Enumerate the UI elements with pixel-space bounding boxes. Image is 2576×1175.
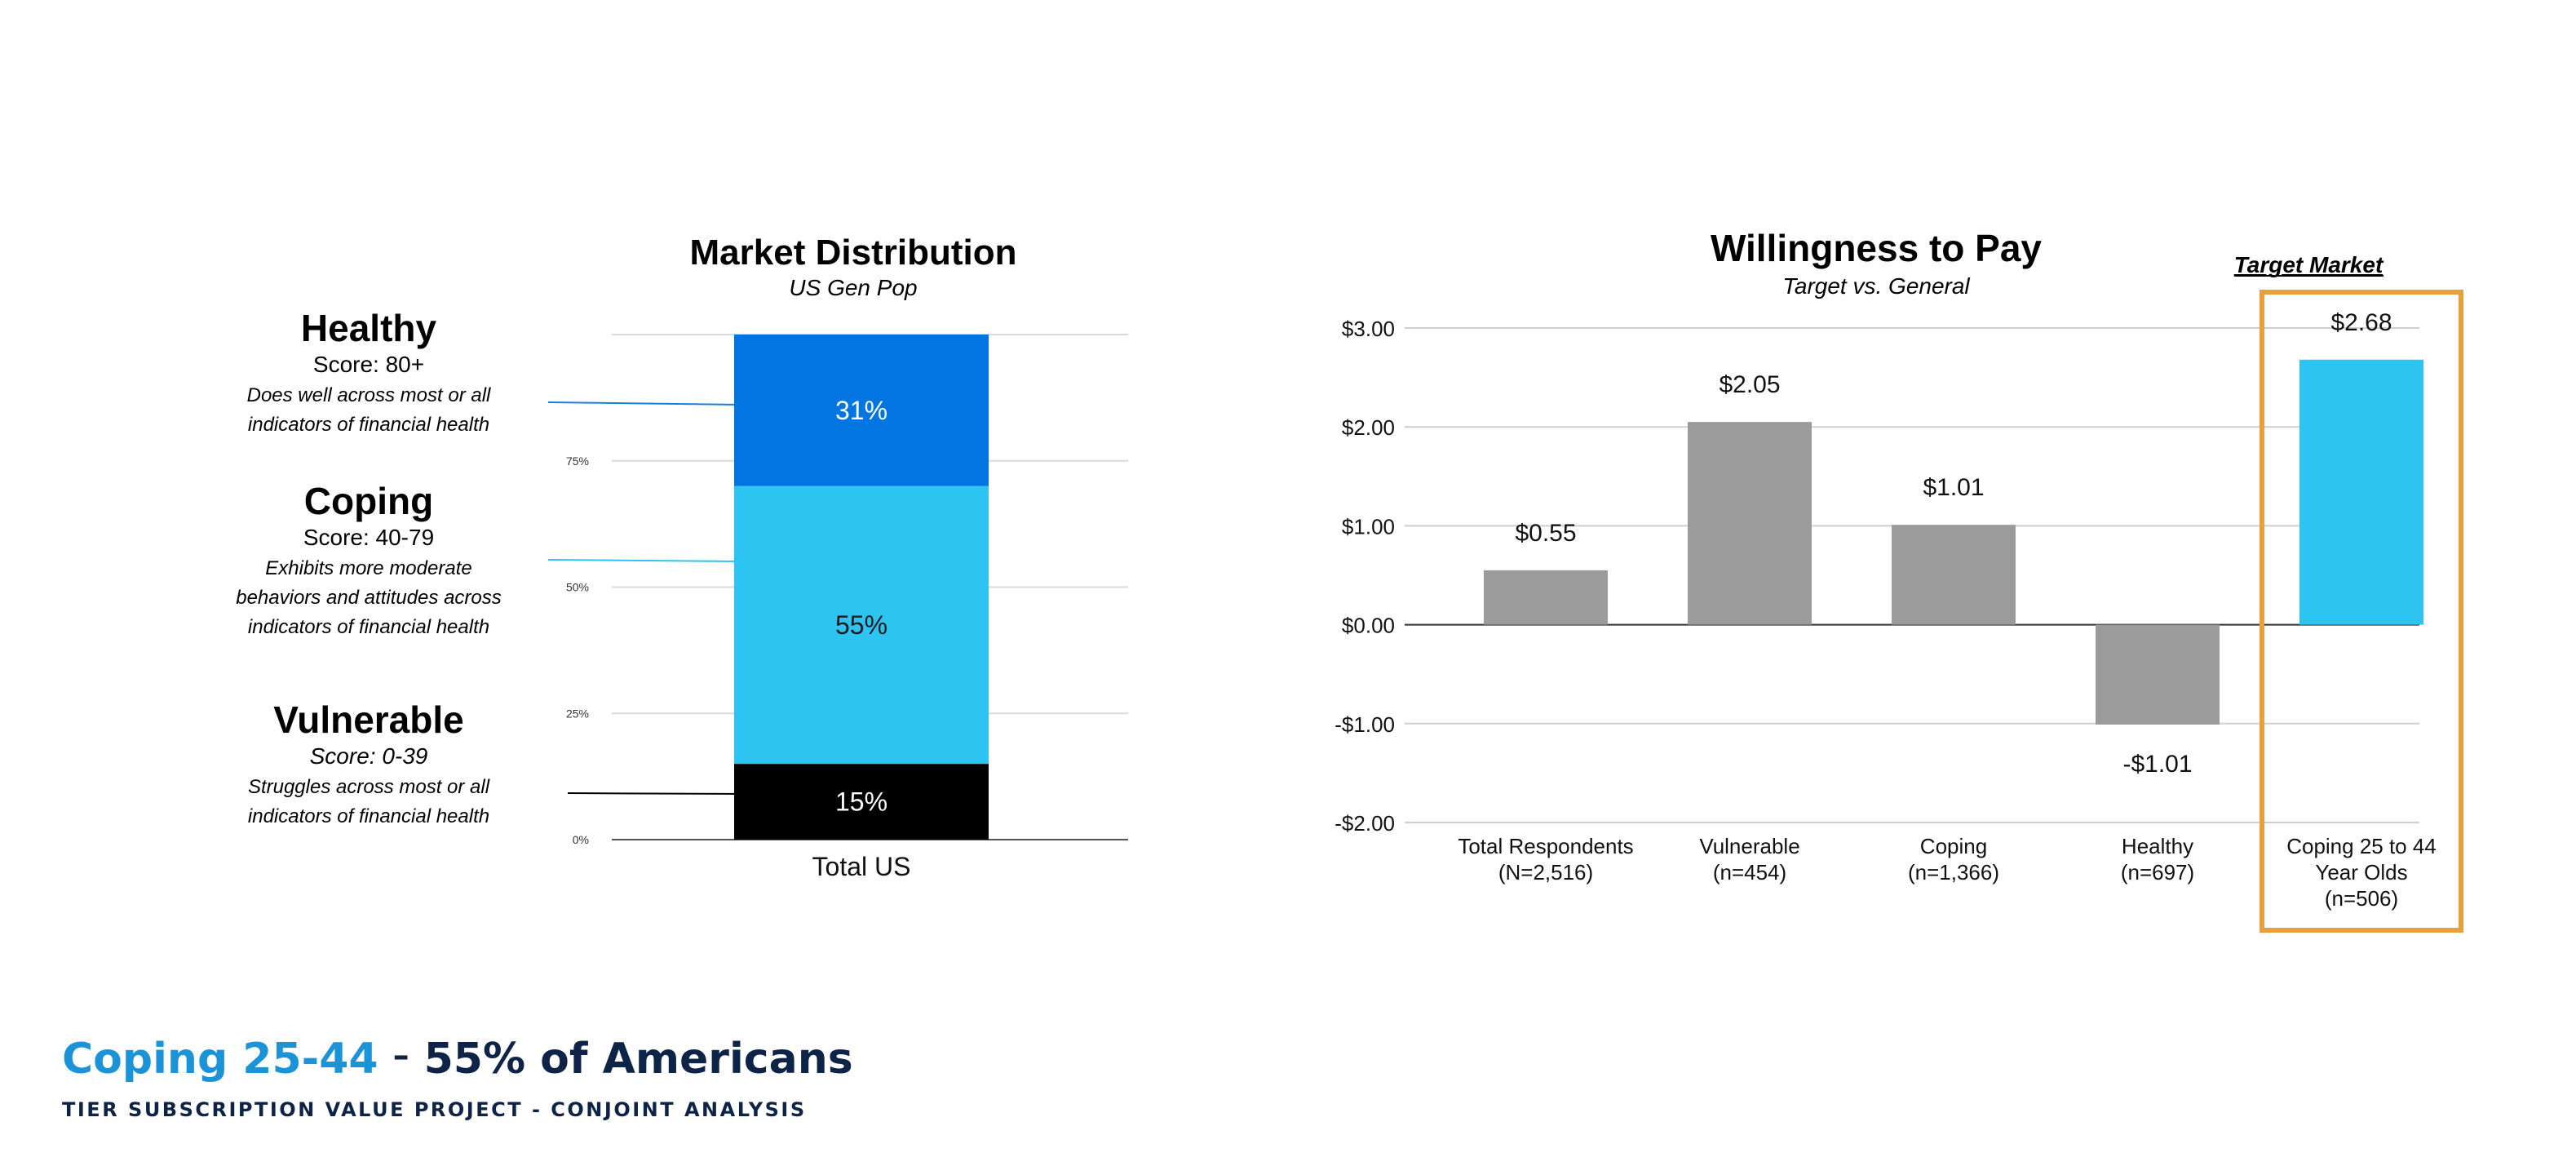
x-tick-label: Coping 25 to 44 <box>2286 834 2437 858</box>
willingness-to-pay-chart: -$2.00 -$1.00 $0.00 $1.00 $2.00 $3.00 $0.55 Tot… <box>1334 290 2463 933</box>
segment-vulnerable-description-line: Struggles across most or all <box>248 776 490 798</box>
footer-dash: – <box>392 1037 409 1075</box>
coping-connector-line <box>547 559 740 562</box>
bar <box>1892 525 2016 625</box>
market-distribution-subtitle: US Gen Pop <box>789 275 917 300</box>
y-tick-label: 25% <box>566 707 589 720</box>
x-tick-label: Year Olds <box>2315 860 2407 885</box>
data-label: $0.55 <box>1515 520 1576 547</box>
x-tick-label: (n=1,366) <box>1908 860 1999 885</box>
x-tick-label: Healthy <box>2122 834 2193 858</box>
stacked-bar-segment <box>734 486 989 765</box>
y-tick-label: -$2.00 <box>1334 811 1395 836</box>
y-tick-label: 75% <box>566 454 589 468</box>
x-tick-label: (n=697) <box>2121 860 2194 885</box>
data-label: $2.68 <box>2330 309 2392 336</box>
data-label: 55% <box>835 610 887 640</box>
y-tick-label: -$1.00 <box>1334 712 1395 737</box>
segment-healthy-score: Score: 80+ <box>313 352 424 377</box>
segment-healthy-title: Healthy <box>301 307 437 349</box>
data-label: $2.05 <box>1719 371 1780 398</box>
x-tick-label: (n=454) <box>1713 860 1786 885</box>
bar <box>2096 624 2220 725</box>
segment-descriptions: Healthy Score: 80+ Does well across most… <box>236 307 502 827</box>
y-tick-label: $2.00 <box>1342 415 1395 440</box>
segment-coping-score: Score: 40-79 <box>303 525 434 550</box>
x-tick-label: (n=506) <box>2325 886 2398 911</box>
segment-healthy-description-line: Does well across most or all <box>247 384 491 406</box>
healthy-connector-line <box>547 401 740 406</box>
data-label: 31% <box>835 396 887 425</box>
data-label: -$1.01 <box>2122 751 2192 778</box>
y-tick-label: $0.00 <box>1342 614 1395 638</box>
footer-main: 55% of Americans <box>423 1035 853 1084</box>
y-tick-label: $3.00 <box>1342 317 1395 341</box>
segment-coping-description-line: behaviors and attitudes across <box>236 587 502 609</box>
segment-coping-title: Coping <box>304 480 433 522</box>
target-market-annotation: Target Market <box>2234 252 2384 277</box>
x-tick-label: Total US <box>812 852 911 881</box>
x-tick-label: (N=2,516) <box>1498 860 1593 885</box>
x-tick-label: Total Respondents <box>1458 834 1633 858</box>
market-distribution-title: Market Distribution <box>690 233 1017 273</box>
x-tick-label: Vulnerable <box>1699 834 1799 858</box>
segment-coping-description-line: Exhibits more moderate <box>265 557 471 579</box>
data-label: $1.01 <box>1923 474 1984 501</box>
y-tick-label: 50% <box>566 581 589 594</box>
segment-vulnerable-description-line: indicators of financial health <box>248 805 489 827</box>
segment-vulnerable-title: Vulnerable <box>273 698 463 741</box>
footer-headline: Coping 25-44–55% of Americans <box>62 1035 853 1084</box>
target-market-highlight-box <box>2260 290 2463 933</box>
footer-accent: Coping 25-44 <box>62 1035 378 1084</box>
footer-subtitle: TIER SUBSCRIPTION VALUE PROJECT - CONJOI… <box>62 1098 807 1121</box>
bar <box>2299 359 2423 625</box>
data-label: 15% <box>835 787 887 817</box>
stacked-bar-segment <box>734 335 989 486</box>
y-tick-label: $1.00 <box>1342 514 1395 539</box>
willingness-to-pay-title: Willingness to Pay <box>1711 227 2042 269</box>
market-distribution-chart: 0% 25% 50% 75% 15% 55% 31% Total US <box>566 334 1128 881</box>
bar <box>1484 570 1608 625</box>
segment-vulnerable-score: Score: 0-39 <box>310 743 428 769</box>
stacked-bar-segment <box>734 764 989 840</box>
y-tick-label: 0% <box>573 833 589 846</box>
segment-coping-description-line: indicators of financial health <box>248 616 489 638</box>
vulnerable-connector-line <box>567 792 740 795</box>
bar <box>1688 422 1812 625</box>
willingness-to-pay-subtitle: Target vs. General <box>1782 273 1970 299</box>
x-tick-label: Coping <box>1920 834 1987 858</box>
segment-healthy-description-line: indicators of financial health <box>248 414 489 436</box>
